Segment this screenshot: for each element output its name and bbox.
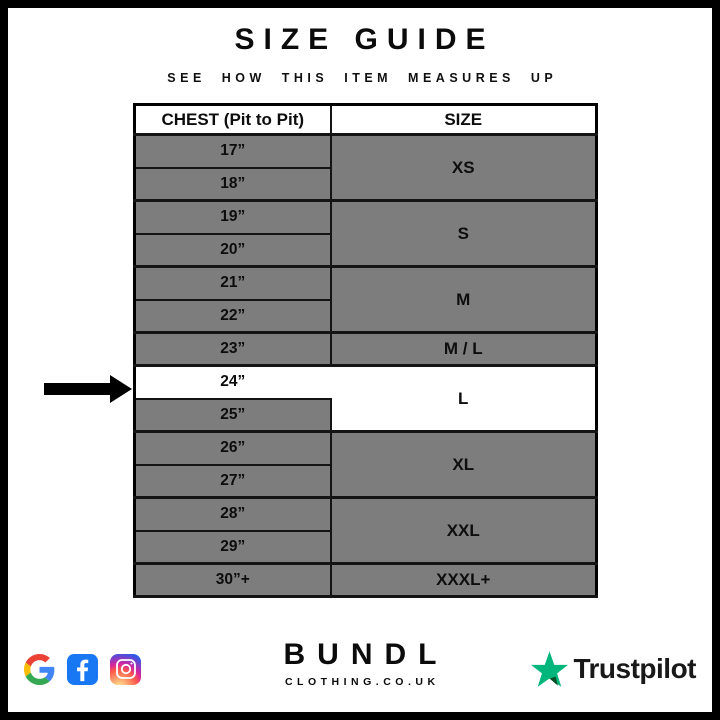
arrow-shaft — [44, 382, 111, 395]
chest-cell: 23” — [133, 331, 332, 367]
brand-logo: BUNDL CLOTHING.CO.UK — [272, 638, 449, 688]
table-row: 30”+ XXXL+ — [133, 562, 598, 598]
chest-cell: 28” — [133, 496, 332, 532]
size-cell: M — [329, 265, 598, 334]
table-header-row: CHEST (Pit to Pit) SIZE — [133, 103, 598, 136]
chest-cell: 30”+ — [133, 562, 332, 598]
trustpilot-label: Trustpilot — [573, 653, 696, 684]
size-table-body: 17” XS 18” 19” S 20” 21” M 22” 23” M / L 24” L 25” 26”… — [133, 133, 598, 598]
page-title: SIZE GUIDE — [234, 23, 495, 56]
page-subtitle: SEE HOW THIS ITEM MEASURES UP — [167, 71, 558, 85]
chest-cell: 25” — [133, 397, 332, 433]
size-cell: XXXL+ — [329, 562, 598, 598]
chest-cell: 26” — [133, 430, 332, 466]
size-cell: XL — [329, 430, 598, 499]
table-row: 22” — [133, 298, 597, 334]
facebook-icon[interactable] — [67, 653, 98, 685]
size-column-header: SIZE — [329, 103, 598, 136]
instagram-icon[interactable] — [110, 653, 141, 685]
size-cell: L — [329, 364, 598, 433]
highlight-arrow-icon — [44, 374, 132, 403]
social-icons — [24, 653, 141, 685]
chest-cell: 19” — [133, 199, 332, 235]
table-row: 23” M / L — [133, 331, 598, 367]
table-row: 28” XXL — [133, 496, 598, 565]
chest-cell: 20” — [133, 232, 332, 268]
footer: BUNDL CLOTHING.CO.UK Trustpilot — [8, 626, 712, 712]
chest-cell: 17” — [133, 133, 332, 169]
chest-cell: 27” — [133, 463, 332, 499]
table-row: 18” — [133, 166, 597, 202]
trustpilot-star-icon — [531, 651, 569, 687]
table-row: 21” M — [133, 265, 598, 334]
arrow-head — [110, 374, 132, 403]
chest-cell: 18” — [133, 166, 332, 202]
size-cell: M / L — [329, 331, 598, 367]
table-row: 24” L — [133, 364, 598, 433]
size-cell: S — [329, 199, 598, 268]
table-row: 19” S — [133, 199, 598, 268]
table-row: 26” XL — [133, 430, 598, 499]
chest-cell: 24” — [133, 364, 331, 400]
chest-cell: 21” — [133, 265, 332, 301]
chest-cell: 22” — [133, 298, 332, 334]
size-cell: XXL — [329, 496, 598, 565]
table-row: 17” XS — [133, 133, 598, 202]
brand-name: BUNDL — [283, 638, 449, 671]
chest-cell: 29” — [133, 529, 332, 565]
table-row: 25” — [133, 397, 597, 433]
table-row: 27” — [133, 463, 597, 499]
trustpilot-logo[interactable]: Trustpilot — [531, 651, 696, 687]
brand-domain: CLOTHING.CO.UK — [284, 676, 440, 688]
size-guide-table: CHEST (Pit to Pit) SIZE 17” XS 18” 19” S 20” 2… — [133, 103, 598, 598]
table-row: 29” — [133, 529, 597, 565]
chest-column-header: CHEST (Pit to Pit) — [133, 103, 332, 136]
size-cell: XS — [329, 133, 598, 202]
table-row: 20” — [133, 232, 597, 268]
google-icon[interactable] — [24, 653, 55, 685]
